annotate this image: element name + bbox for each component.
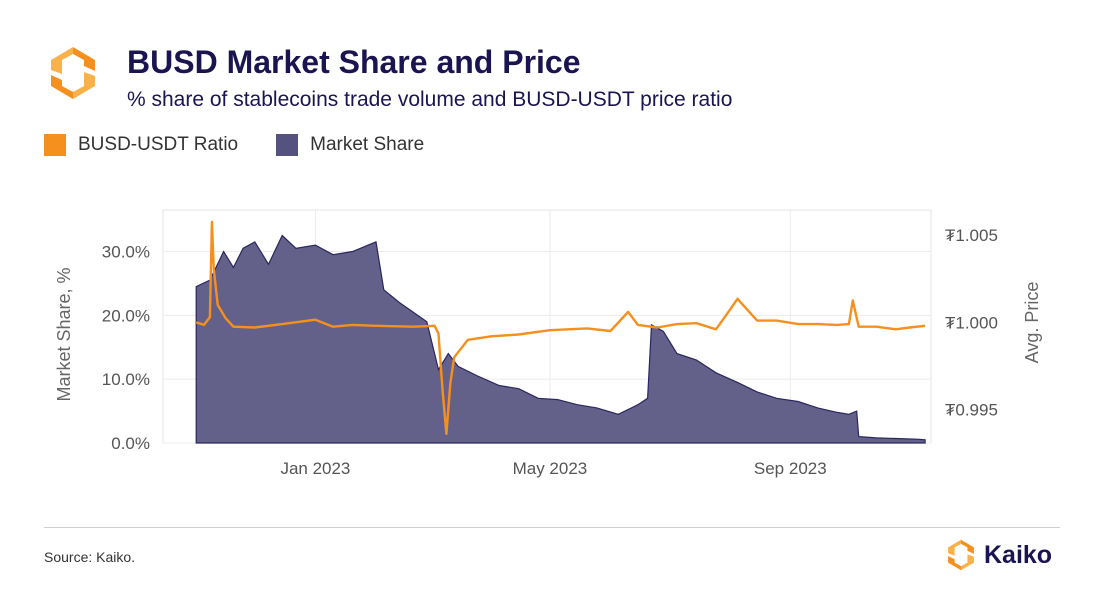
y-right-tick-label: ₮1.000 — [945, 313, 998, 332]
legend-swatch-ratio — [44, 134, 66, 156]
legend-item-market-share[interactable]: Market Share — [276, 134, 424, 156]
x-tick-label: May 2023 — [513, 459, 588, 478]
brand: Kaiko — [944, 538, 1052, 572]
legend-label-market-share: Market Share — [310, 134, 425, 155]
busd-usdt-ratio-line — [195, 220, 926, 436]
y-right-tick-label: ₮1.005 — [945, 226, 998, 245]
legend-swatch-market-share — [276, 134, 299, 156]
y-right-axis-label: Avg. Price — [1022, 282, 1042, 364]
y-left-tick-label: 10.0% — [102, 370, 150, 389]
x-tick-label: Jan 2023 — [280, 459, 350, 478]
y-left-tick-label: 30.0% — [102, 242, 150, 261]
y-left-tick-label: 0.0% — [111, 434, 150, 453]
legend-item-ratio[interactable]: BUSD-USDT Ratio — [44, 134, 238, 156]
x-tick-label: Sep 2023 — [754, 459, 827, 478]
source-note: Source: Kaiko. — [44, 549, 136, 565]
legend-label-ratio: BUSD-USDT Ratio — [78, 134, 239, 155]
page-title: BUSD Market Share and Price — [127, 44, 581, 80]
y-left-tick-label: 20.0% — [102, 306, 150, 325]
footer-divider — [44, 527, 1060, 528]
chart-legend: BUSD-USDT Ratio Market Share — [44, 134, 462, 156]
market-share-area — [195, 234, 926, 444]
brand-name: Kaiko — [984, 540, 1053, 569]
kaiko-logo-icon — [51, 47, 95, 99]
y-right-tick-label: ₮0.995 — [945, 401, 998, 420]
kaiko-brand-icon — [948, 539, 974, 571]
page-subtitle: % share of stablecoins trade volume and … — [127, 88, 733, 111]
y-left-axis-label: Market Share, % — [54, 267, 74, 401]
